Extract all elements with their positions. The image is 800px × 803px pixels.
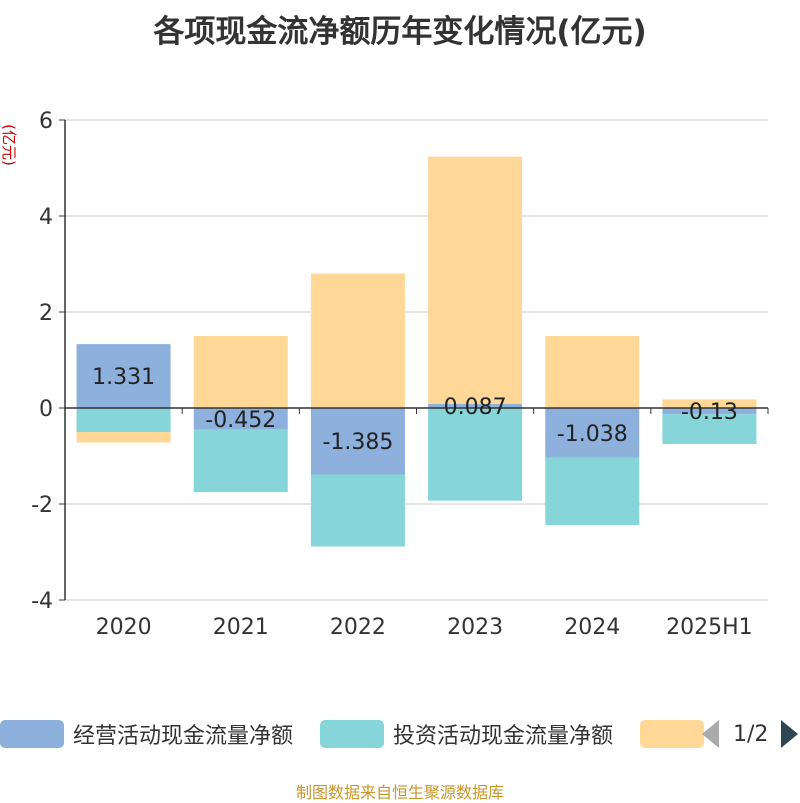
legend-item-third[interactable] (640, 716, 704, 752)
data-label: -0.452 (205, 408, 276, 433)
data-label: -0.13 (681, 400, 738, 425)
bar-chart: 6 4 2 0 -2 -4 (亿元) 2020 2021 2022 2023 2024 2025H1 1.… (0, 109, 769, 640)
legend-pager: 1/2 (702, 716, 799, 752)
bar-3-2020 (76, 432, 171, 443)
bar-1-2020 (76, 344, 171, 408)
legend-swatch-operating (0, 720, 64, 748)
bar-3-2024 (545, 336, 640, 408)
bar-2-2024 (545, 457, 640, 526)
data-label: 1.331 (92, 365, 155, 390)
legend-label-operating: 经营活动现金流量净额 (73, 724, 294, 749)
x-tick-label: 2022 (330, 615, 386, 640)
data-label: -1.038 (557, 422, 628, 447)
legend-swatch-investing (320, 720, 384, 748)
y-tick-label: -4 (31, 589, 53, 614)
y-tick-label: 6 (39, 109, 53, 134)
legend: 经营活动现金流量净额 投资活动现金流量净额 1/2 (0, 716, 800, 756)
bar-3-2023 (428, 156, 523, 404)
bar-3-2025H1 (662, 399, 757, 408)
data-label: 0.087 (444, 395, 507, 420)
y-tick-label: 2 (39, 301, 53, 326)
bar-2-2025H1 (662, 414, 757, 444)
bar-3-2021 (193, 336, 288, 408)
bar-2-2023 (428, 408, 523, 501)
x-tick-label: 2024 (564, 615, 620, 640)
legend-swatch-third (640, 720, 704, 748)
y-tick-label: 0 (39, 397, 53, 422)
x-tick-label: 2021 (213, 615, 269, 640)
y-axis-title: (亿元) (0, 124, 18, 166)
y-tick-label: -2 (31, 493, 53, 518)
legend-next-arrow-icon[interactable] (781, 720, 799, 748)
data-source-note: 制图数据来自恒生聚源数据库 (295, 783, 504, 802)
bar-1-2025H1 (662, 408, 757, 415)
data-label: -1.385 (322, 430, 393, 455)
legend-label-investing: 投资活动现金流量净额 (393, 724, 614, 749)
legend-prev-arrow-icon[interactable] (702, 720, 719, 748)
legend-item-investing[interactable]: 投资活动现金流量净额 (320, 716, 613, 752)
bar-1-2024 (545, 408, 640, 458)
legend-item-operating[interactable]: 经营活动现金流量净额 (0, 716, 293, 752)
chart-title: 各项现金流净额历年变化情况(亿元) (153, 14, 647, 50)
bar-1-2023 (428, 403, 523, 408)
x-tick-label: 2020 (96, 615, 152, 640)
y-tick-label: 4 (39, 205, 53, 230)
bar-1-2022 (310, 408, 405, 475)
bar-3-2022 (310, 273, 405, 408)
x-tick-label: 2023 (447, 615, 503, 640)
bar-2-2021 (193, 429, 288, 493)
x-tick-label: 2025H1 (666, 615, 753, 640)
bar-2-2020 (76, 408, 171, 432)
bar-2-2022 (310, 474, 405, 547)
legend-page-indicator: 1/2 (733, 721, 769, 747)
bar-1-2021 (193, 408, 288, 430)
